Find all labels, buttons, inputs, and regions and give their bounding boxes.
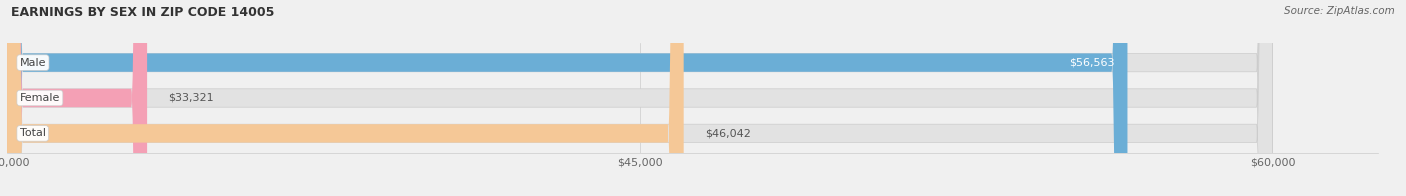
Text: Source: ZipAtlas.com: Source: ZipAtlas.com <box>1284 6 1395 16</box>
Text: $46,042: $46,042 <box>704 128 751 138</box>
Text: $33,321: $33,321 <box>169 93 214 103</box>
FancyBboxPatch shape <box>7 0 148 196</box>
Text: Male: Male <box>20 58 46 68</box>
FancyBboxPatch shape <box>7 0 1272 196</box>
FancyBboxPatch shape <box>7 0 1272 196</box>
Text: EARNINGS BY SEX IN ZIP CODE 14005: EARNINGS BY SEX IN ZIP CODE 14005 <box>11 6 274 19</box>
FancyBboxPatch shape <box>7 0 1128 196</box>
FancyBboxPatch shape <box>7 0 683 196</box>
Text: Female: Female <box>20 93 60 103</box>
FancyBboxPatch shape <box>7 0 1272 196</box>
Text: $56,563: $56,563 <box>1070 58 1115 68</box>
Text: Total: Total <box>20 128 45 138</box>
